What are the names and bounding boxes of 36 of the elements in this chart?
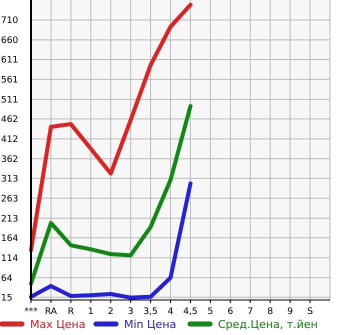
x-tick-label: 9 <box>287 307 294 317</box>
y-tick-label: 660 <box>1 36 18 46</box>
y-tick-label: 611 <box>1 56 18 66</box>
line-series <box>29 2 192 252</box>
line-series <box>29 104 192 286</box>
y-tick-label: 313 <box>1 174 18 184</box>
legend-label: Сред.Цена, т.йен <box>218 318 318 331</box>
y-tick-label: 263 <box>1 194 18 204</box>
x-tick-label: RA <box>44 307 58 317</box>
y-tick-label: 561 <box>1 76 18 86</box>
x-tick-label: 4,5 <box>183 307 198 317</box>
x-tick-label: 5 <box>208 307 214 317</box>
x-tick-label: S <box>307 307 314 317</box>
y-tick-label: 412 <box>1 134 18 145</box>
y-tick-label: 213 <box>1 214 18 224</box>
x-tick-label: 6 <box>227 307 234 317</box>
x-tick-label: 2 <box>108 307 114 317</box>
x-tick-label: 3 <box>128 307 134 317</box>
y-tick-label: 164 <box>1 234 18 244</box>
x-tick-label: 3,5 <box>143 307 158 317</box>
x-tick-label: 7 <box>247 307 254 317</box>
x-tick-label: 4 <box>168 307 174 317</box>
y-tick-label: 710 <box>1 16 18 26</box>
x-tick-label: R <box>68 307 74 317</box>
y-tick-label: 462 <box>1 115 18 126</box>
x-tick-label: 8 <box>267 307 274 317</box>
y-tick-label: 114 <box>1 254 18 264</box>
y-tick-label: 511 <box>1 95 18 106</box>
legend-label: Max Цена <box>30 318 86 331</box>
x-tick-label: 1 <box>88 307 94 317</box>
x-tick-label: *** <box>24 307 38 317</box>
line-series <box>29 182 192 300</box>
y-tick-label: 362 <box>1 154 18 165</box>
legend-label: Min Цена <box>124 318 176 331</box>
y-tick-label: 15 <box>1 293 12 304</box>
y-tick-label: 64 <box>1 274 13 284</box>
